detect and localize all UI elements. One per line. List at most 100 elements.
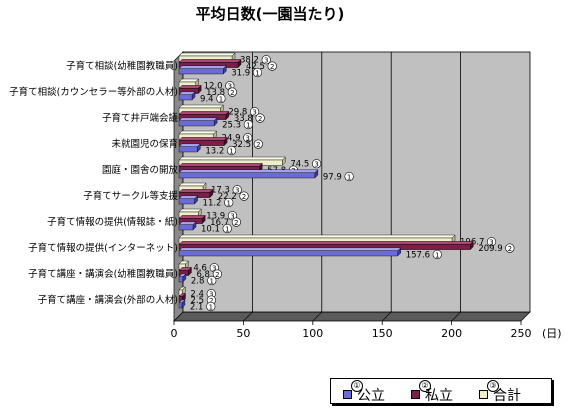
gridline-floor xyxy=(312,311,323,322)
bar-top-total xyxy=(178,208,202,213)
data-marker-total: 3 xyxy=(228,83,232,91)
data-label-private: 13.8 xyxy=(206,88,225,98)
data-marker-circle-total xyxy=(486,237,497,247)
data-marker-public: 1 xyxy=(246,121,250,129)
bar-top-total xyxy=(178,156,286,161)
bar-public xyxy=(178,68,224,75)
gridline-floor xyxy=(451,311,461,322)
category-label: 子育て講座・講演会(外部の人材) xyxy=(38,294,178,306)
data-marker-circle-total xyxy=(261,55,271,65)
data-marker-private: 2 xyxy=(215,271,219,279)
bar-public xyxy=(178,250,398,257)
bar-top-total xyxy=(178,104,224,109)
data-marker-circle-total xyxy=(249,107,260,117)
data-label-total: 2.4 xyxy=(190,290,204,300)
data-label-public: 11.2 xyxy=(203,199,222,209)
data-marker-total: 3 xyxy=(230,213,234,221)
bar-top-total xyxy=(178,130,218,135)
data-label-total: 13.9 xyxy=(206,212,225,222)
data-marker-circle-public xyxy=(432,249,442,260)
bar-top-private xyxy=(178,59,242,63)
data-marker-circle-total xyxy=(243,133,253,143)
data-marker-public: 1 xyxy=(209,303,213,311)
legend-marker-total: ③ xyxy=(487,380,499,392)
data-label-private: 22.2 xyxy=(218,192,237,202)
bar-top-total xyxy=(178,234,456,239)
data-label-public: 157.6 xyxy=(406,251,430,261)
legend-label-total: 合計 xyxy=(493,388,521,404)
data-marker-total: 3 xyxy=(209,291,213,299)
bar-private xyxy=(178,140,225,146)
data-marker-total: 3 xyxy=(235,187,239,195)
x-unit-label: (日) xyxy=(542,327,562,340)
data-marker-total: 3 xyxy=(212,265,216,273)
data-marker-private: 2 xyxy=(270,63,274,71)
category-label: 子育て講座・講演会(幼稚園教職員) xyxy=(28,268,178,280)
x-tick-label: 150 xyxy=(372,327,393,340)
category-label: 子育てサークル等支援 xyxy=(83,190,178,202)
bar-public xyxy=(178,120,215,127)
data-label-public: 9.4 xyxy=(200,95,214,105)
category-label: 園庭・園舎の開放 xyxy=(102,164,179,176)
bar-top-total xyxy=(178,182,207,187)
data-marker-circle-private xyxy=(253,139,263,149)
bar-top-public xyxy=(178,169,319,174)
data-label-public: 31.9 xyxy=(231,69,250,79)
data-marker-circle-public xyxy=(252,67,263,78)
data-marker-public: 1 xyxy=(227,199,231,207)
bar-public xyxy=(178,276,184,283)
legend-swatch-total xyxy=(479,390,488,399)
data-marker-public: 1 xyxy=(229,147,233,155)
data-marker-total: 3 xyxy=(252,109,256,117)
data-marker-circle-private xyxy=(231,217,241,227)
data-label-private: 16.7 xyxy=(210,218,229,228)
bar-top-private xyxy=(178,189,214,193)
bar-top-public xyxy=(178,143,201,148)
data-marker-total: 3 xyxy=(246,135,250,143)
data-marker-total: 3 xyxy=(489,239,493,247)
bar-public xyxy=(178,198,195,205)
bar-public xyxy=(178,146,198,153)
x-tick-label: 0 xyxy=(171,327,178,340)
data-marker-private: 2 xyxy=(508,245,512,253)
data-marker-circle-public xyxy=(222,223,232,234)
bar-top-private xyxy=(178,215,206,219)
bar-top-private xyxy=(178,241,474,245)
bar-top-private xyxy=(178,111,230,115)
bar-public xyxy=(178,172,316,179)
legend-swatch-public xyxy=(343,390,352,399)
category-label: 子育て情報の提供(情報誌・紙) xyxy=(47,216,178,228)
category-label: 子育て情報の提供(インターネット) xyxy=(28,242,178,254)
data-marker-circle-private xyxy=(239,191,249,201)
data-label-public: 2.8 xyxy=(191,277,205,287)
data-label-private: 2.5 xyxy=(190,296,204,306)
data-marker-circle-public xyxy=(243,119,253,130)
data-marker-public: 1 xyxy=(225,225,229,233)
category-label: 子育て相談(幼稚園教職員) xyxy=(66,60,178,72)
data-label-total: 29.8 xyxy=(228,108,247,118)
data-marker-circle-public xyxy=(226,145,237,156)
legend: ① 公立 ② 私立 ③ 合計 xyxy=(330,378,552,404)
data-marker-public: 1 xyxy=(255,69,259,77)
data-marker-circle-public xyxy=(224,197,234,208)
data-marker-public: 1 xyxy=(435,251,439,259)
bar-top-private xyxy=(178,163,263,167)
x-tick-label: 50 xyxy=(236,327,250,340)
data-marker-total: 3 xyxy=(314,161,318,169)
data-marker-total: 3 xyxy=(264,57,268,65)
data-label-total: 74.5 xyxy=(290,160,309,170)
bar-top-public xyxy=(178,65,227,70)
data-label-private: 6.8 xyxy=(196,270,210,280)
data-label-private: 42.5 xyxy=(246,62,265,72)
data-label-private: 32.5 xyxy=(232,140,251,150)
data-label-public: 2.1 xyxy=(190,303,204,313)
x-tick-label: 200 xyxy=(441,327,462,340)
legend-marker-public: ① xyxy=(351,380,363,392)
data-marker-public: 1 xyxy=(219,95,223,103)
data-label-private: 33.8 xyxy=(234,114,253,124)
gridline-floor xyxy=(381,311,392,322)
data-marker-public: 1 xyxy=(210,277,214,285)
bar-public xyxy=(178,94,193,101)
data-marker-circle-public xyxy=(344,171,354,182)
